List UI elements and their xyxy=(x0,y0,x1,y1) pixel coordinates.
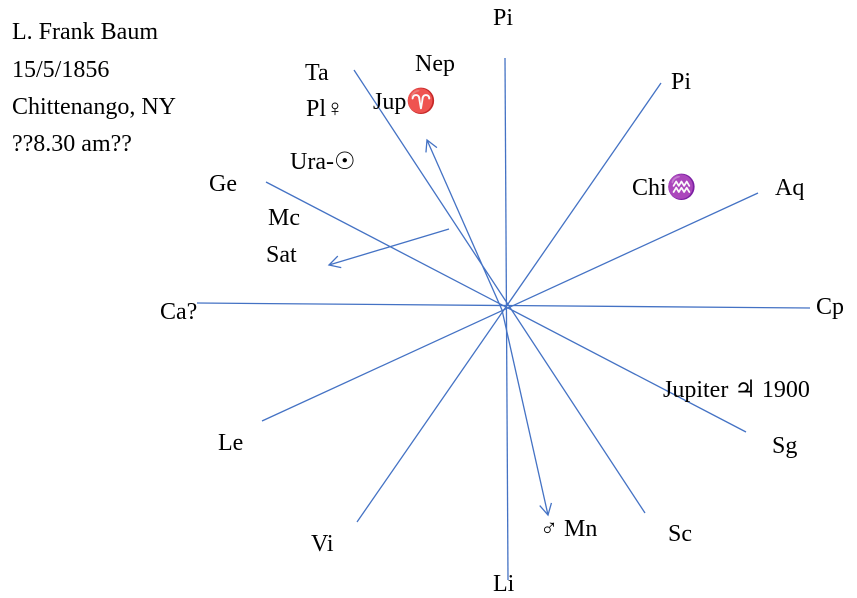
planet-nep: Nep xyxy=(415,51,455,77)
axis-pi-li xyxy=(504,57,509,581)
planet-sat: Sat xyxy=(266,242,297,268)
birth-time: ??8.30 am?? xyxy=(12,131,132,157)
jupiter-arrow-up xyxy=(425,138,503,311)
axis-ge-sg xyxy=(265,181,747,433)
sign-ca: Ca? xyxy=(160,299,198,325)
jupiter-arrow-down xyxy=(501,309,553,517)
planet-pl-venus: Pl♀ xyxy=(306,96,345,122)
axis-ta-sc xyxy=(353,69,646,514)
sign-sc: Sc xyxy=(668,521,692,547)
native-name: L. Frank Baum xyxy=(12,19,158,45)
axis-pi-vi xyxy=(356,82,662,523)
sign-aq: Aq xyxy=(775,175,805,201)
planet-jup-aries: Jup♈ xyxy=(373,89,437,115)
sign-ge: Ge xyxy=(209,171,237,197)
sign-pi-top: Pi xyxy=(493,5,514,31)
point-mc: Mc xyxy=(268,205,300,231)
birth-date: 15/5/1856 xyxy=(12,57,110,83)
planet-jupiter-1900: Jupiter ♃ 1900 xyxy=(663,377,810,403)
sign-li: Li xyxy=(493,571,515,597)
sign-pi-right: Pi xyxy=(671,69,692,95)
planet-mars-moon: ♂ Mn xyxy=(540,516,598,542)
sign-sg: Sg xyxy=(772,433,798,459)
planet-chi-aq: Chi♒ xyxy=(632,175,697,201)
sign-vi: Vi xyxy=(311,531,334,557)
sign-le: Le xyxy=(218,430,244,456)
sign-ta: Ta xyxy=(305,60,329,86)
mc-arrow xyxy=(327,228,450,269)
planet-ura-sun: Ura-☉ xyxy=(290,149,356,175)
sign-cp: Cp xyxy=(816,294,845,320)
birth-place: Chittenango, NY xyxy=(12,94,176,120)
